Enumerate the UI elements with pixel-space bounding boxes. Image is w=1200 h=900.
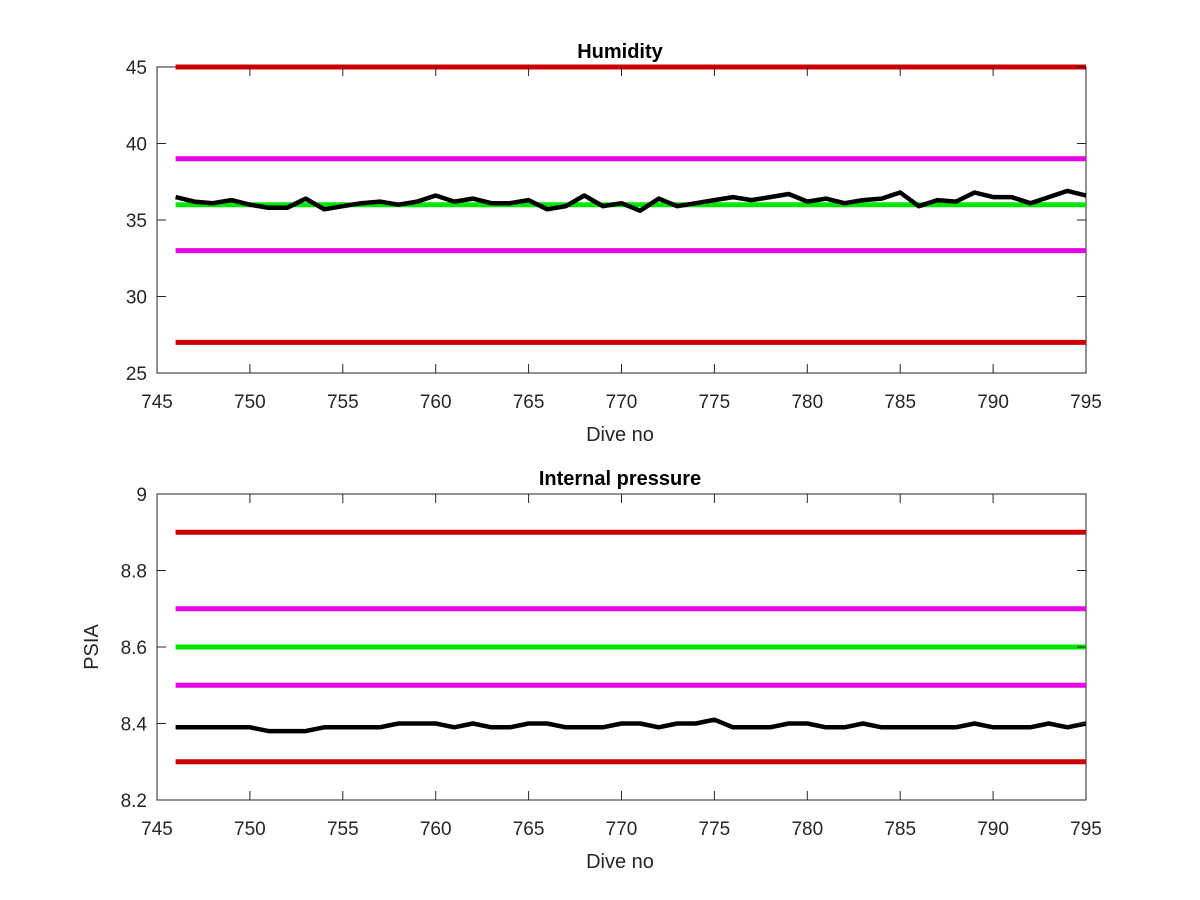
humidity-axes-box <box>156 66 1087 374</box>
pressure-x-tick-label-760: 760 <box>420 819 452 840</box>
humidity-x-tick-label-775: 775 <box>699 392 731 413</box>
pressure-x-tick-label-745: 745 <box>141 819 173 840</box>
humidity-x-tick-label-790: 790 <box>977 392 1009 413</box>
pressure-chart-title: Internal pressure <box>539 468 701 490</box>
humidity-data-series-0 <box>175 188 1087 214</box>
pressure-x-tick-label-785: 785 <box>884 819 916 840</box>
humidity-x-tick-label-750: 750 <box>234 392 266 413</box>
humidity-y-tick-label-40: 40 <box>126 135 147 156</box>
humidity-x-tick-label-780: 780 <box>791 392 823 413</box>
humidity-y-tick-label-45: 45 <box>126 58 147 79</box>
humidity-x-tick-label-760: 760 <box>420 392 452 413</box>
pressure-x-tick-label-790: 790 <box>977 819 1009 840</box>
pressure-x-tick-label-755: 755 <box>327 819 359 840</box>
pressure-y-tick-label-8.4: 8.4 <box>121 715 148 736</box>
pressure-x-tick-label-770: 770 <box>606 819 638 840</box>
pressure-x-axis-label: Dive no <box>586 851 654 873</box>
humidity-x-tick-label-770: 770 <box>606 392 638 413</box>
humidity-x-tick-label-745: 745 <box>141 392 173 413</box>
pressure-x-tick-label-775: 775 <box>699 819 731 840</box>
pressure-y-tick-label-8.8: 8.8 <box>121 562 147 583</box>
humidity-y-tick-label-25: 25 <box>126 364 147 385</box>
humidity-x-tick-label-765: 765 <box>513 392 545 413</box>
pressure-x-tick-label-795: 795 <box>1070 819 1102 840</box>
humidity-chart: Humidity Dive no 745 750 755 760 765 770 775 78… <box>126 41 1102 446</box>
pressure-x-tick-label-750: 750 <box>234 819 266 840</box>
internal-pressure-chart: Internal pressure Dive no PSIA 745 750 755… <box>81 468 1102 873</box>
pressure-data-series-0 <box>175 717 1087 734</box>
pressure-y-tick-label-8.2: 8.2 <box>121 791 147 812</box>
humidity-x-tick-label-795: 795 <box>1070 392 1102 413</box>
humidity-x-tick-label-755: 755 <box>327 392 359 413</box>
pressure-y-tick-label-9: 9 <box>136 485 147 506</box>
humidity-x-axis-label: Dive no <box>586 424 654 446</box>
humidity-chart-title: Humidity <box>577 41 663 63</box>
pressure-y-axis-label: PSIA <box>81 624 103 670</box>
pressure-x-tick-label-765: 765 <box>513 819 545 840</box>
pressure-x-tick-label-780: 780 <box>791 819 823 840</box>
humidity-y-tick-label-30: 30 <box>126 288 147 309</box>
pressure-y-tick-label-8.6: 8.6 <box>121 638 147 659</box>
humidity-y-tick-label-35: 35 <box>126 211 147 232</box>
humidity-x-tick-label-785: 785 <box>884 392 916 413</box>
